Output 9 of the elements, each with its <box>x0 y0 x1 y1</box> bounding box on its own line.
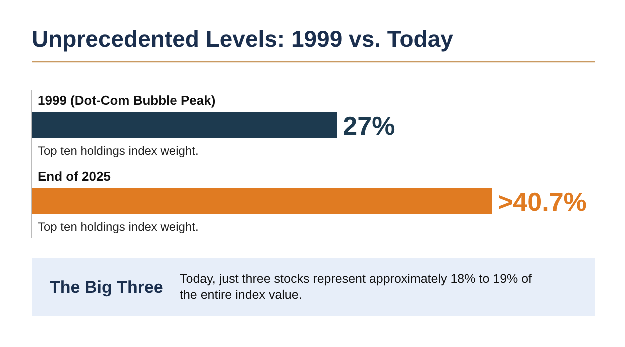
text: The Big Three <box>50 278 164 297</box>
y-tick-label: 1999 (Dot-Com Bubble Peak) <box>38 93 216 108</box>
y-tick-label: End of 2025 <box>38 169 111 184</box>
text: Today, just three stocks represent approximately 18% to 19% of the entire index value. <box>180 272 533 302</box>
data-label: 27% <box>343 111 396 141</box>
chart-title: Unprecedented Levels: 1999 vs. Today <box>32 26 454 52</box>
annotation: Top ten holdings index weight. <box>38 220 199 234</box>
annotation: Top ten holdings index weight. <box>38 144 199 158</box>
data-label: >40.7% <box>498 187 587 217</box>
